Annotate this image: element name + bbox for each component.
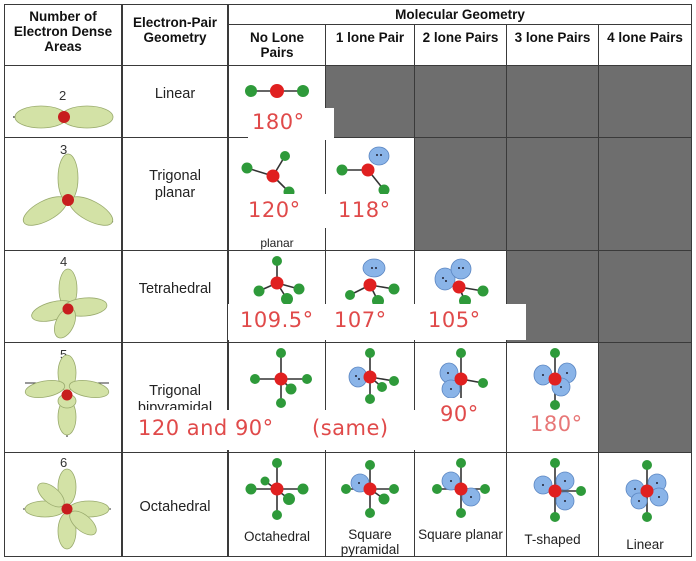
row2-number: 3 xyxy=(60,142,68,157)
row5-no-lone-shape-label: Octahedral xyxy=(243,529,311,544)
annotation-backdrop-1 xyxy=(248,108,334,140)
row5-one-lone-cell: Square pyramidal xyxy=(325,452,415,557)
row2-four-lone-inactive xyxy=(598,137,692,251)
header-one-lone-pair: 1 lone Pair xyxy=(325,24,415,66)
t-shaped-molecule-icon xyxy=(439,348,488,408)
header-dense-areas-text: Number of Electron Dense Areas xyxy=(13,9,113,54)
annotation-118: 118° xyxy=(338,198,391,222)
header-two-lone-pairs-text: 2 lone Pairs xyxy=(422,30,499,45)
annotation-120: 120° xyxy=(248,198,301,222)
linear-orbital-icon xyxy=(13,105,114,129)
trigonal-orbital-icon xyxy=(22,153,114,226)
annotation-backdrop-2 xyxy=(236,194,414,228)
header-four-lone-pairs-text: 4 lone Pairs xyxy=(607,30,683,45)
row2-no-lone-shape-label: planar xyxy=(260,236,294,250)
row4-two-lone-cell xyxy=(414,342,507,453)
header-two-lone-pairs: 2 lone Pairs xyxy=(414,24,507,66)
linear-lone-pair-molecule-icon xyxy=(533,348,577,410)
header-molecular-geometry: Molecular Geometry xyxy=(228,4,692,25)
annotation-180: 180° xyxy=(252,110,305,134)
row5-four-lone-shape-label: Linear xyxy=(626,537,664,552)
annotation-180-linear: 180° xyxy=(530,412,583,436)
row1-dense-cell: 2 xyxy=(4,65,122,138)
row1-three-lone-inactive xyxy=(506,65,599,138)
header-four-lone-pairs: 4 lone Pairs xyxy=(598,24,692,66)
row2-geometry-cell: Trigonal planar xyxy=(122,137,228,251)
row1-one-lone-inactive xyxy=(325,65,415,138)
annotation-backdrop-6 xyxy=(522,410,598,442)
header-no-lone-pairs: No Lone Pairs xyxy=(228,24,326,66)
annotation-backdrop-4 xyxy=(124,410,420,450)
row5-four-lone-cell: Linear xyxy=(598,452,692,557)
header-pair-geometry-text: Electron-Pair Geometry xyxy=(132,15,218,45)
row5-number: 6 xyxy=(60,455,68,470)
octahedral-molecule-icon xyxy=(245,458,309,520)
row1-geometry-cell: Linear xyxy=(122,65,228,138)
row5-geometry-cell: Octahedral xyxy=(122,452,228,557)
annotation-same: (same) xyxy=(312,416,389,440)
annotation-107: 107° xyxy=(334,308,387,332)
square-planar-molecule-icon xyxy=(432,458,490,518)
row5-dense-cell: 6 xyxy=(4,452,122,557)
vsepr-table: Number of Electron Dense Areas Electron-… xyxy=(4,4,692,557)
row2-two-lone-inactive xyxy=(414,137,507,251)
trigonal-bipyramidal-molecule-icon xyxy=(250,348,312,408)
header-one-lone-pair-text: 1 lone Pair xyxy=(335,30,405,45)
bent-molecule-icon xyxy=(336,146,390,196)
tetrahedral-orbital-icon xyxy=(31,268,108,339)
row2-geometry: Trigonal planar xyxy=(149,168,201,201)
row4-number: 5 xyxy=(60,347,68,362)
row5-geometry: Octahedral xyxy=(139,499,211,515)
linear-molecule-icon xyxy=(245,84,309,98)
row3-number: 4 xyxy=(60,254,68,269)
square-pyramidal-molecule-icon xyxy=(341,460,399,518)
annotation-backdrop-5 xyxy=(420,398,496,430)
row2-dense-cell: 3 xyxy=(4,137,122,251)
row5-three-lone-cell: T-shaped xyxy=(506,452,599,557)
header-dense-areas: Number of Electron Dense Areas xyxy=(4,4,122,66)
row3-geometry: Tetrahedral xyxy=(138,281,212,297)
row3-dense-cell: 4 xyxy=(4,250,122,343)
annotation-105: 105° xyxy=(428,308,481,332)
linear-octahedral-molecule-icon xyxy=(625,460,669,522)
row2-three-lone-inactive xyxy=(506,137,599,251)
row5-two-lone-shape-label: Square planar xyxy=(418,527,503,542)
row4-four-lone-inactive xyxy=(598,342,692,453)
row3-four-lone-inactive xyxy=(598,250,692,343)
row1-four-lone-inactive xyxy=(598,65,692,138)
row1-geometry: Linear xyxy=(154,86,196,102)
tetrahedral-molecule-icon xyxy=(253,256,305,305)
header-no-lone-pairs-text: No Lone Pairs xyxy=(250,30,304,60)
annotation-109: 109.5° xyxy=(240,308,314,332)
t-shaped-octahedral-molecule-icon xyxy=(533,458,586,522)
header-three-lone-pairs-text: 3 lone Pairs xyxy=(514,30,591,45)
row4-dense-cell: 5 xyxy=(4,342,122,453)
row1-number: 2 xyxy=(59,88,67,103)
trigonal-bipyramidal-orbital-icon xyxy=(24,354,110,437)
annotation-backdrop-3 xyxy=(228,304,526,340)
row1-two-lone-inactive xyxy=(414,65,507,138)
header-molecular-geometry-text: Molecular Geometry xyxy=(395,7,525,22)
header-pair-geometry: Electron-Pair Geometry xyxy=(122,4,228,66)
bent-tetrahedral-molecule-icon xyxy=(434,258,489,307)
row5-one-lone-shape-label: Square pyramidal xyxy=(340,527,400,557)
row5-no-lone-cell: Octahedral xyxy=(228,452,326,557)
seesaw-molecule-icon xyxy=(348,348,399,404)
annotation-120-and-90: 120 and 90° xyxy=(138,416,274,440)
row5-two-lone-cell: Square planar xyxy=(414,452,507,557)
row5-three-lone-shape-label: T-shaped xyxy=(524,532,581,547)
row3-geometry-cell: Tetrahedral xyxy=(122,250,228,343)
octahedral-orbital-icon xyxy=(23,468,111,550)
header-three-lone-pairs: 3 lone Pairs xyxy=(506,24,599,66)
annotation-90: 90° xyxy=(440,402,479,426)
